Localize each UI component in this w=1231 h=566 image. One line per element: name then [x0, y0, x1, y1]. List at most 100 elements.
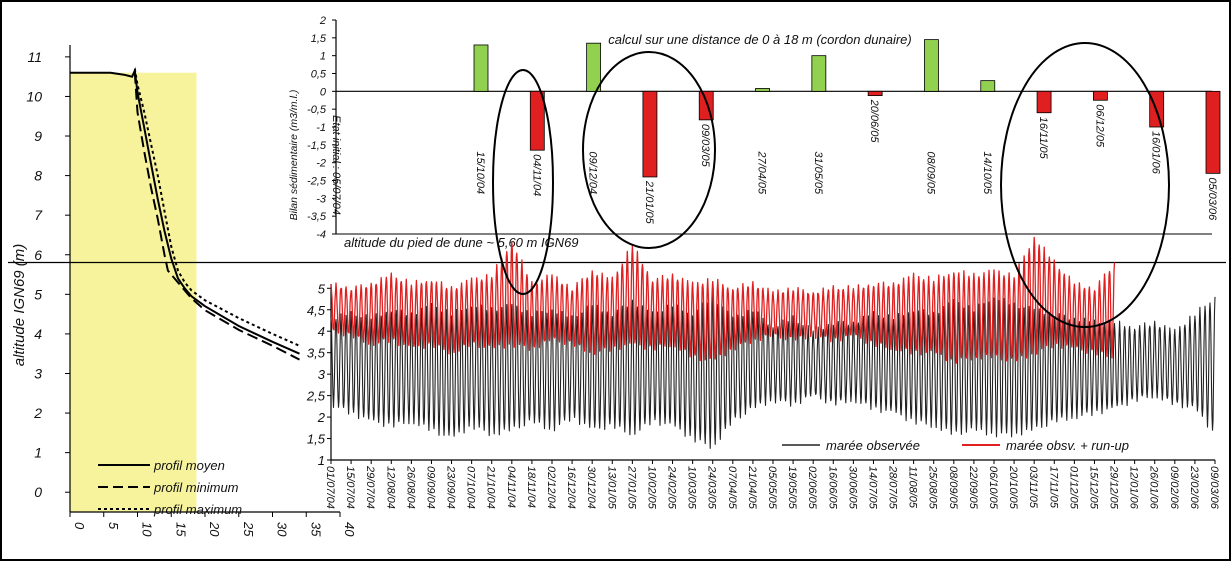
budget-y-label: Bilan sédimentaire (m3/m.l.) [288, 90, 300, 221]
profile-x-tick-label-25: 25 [241, 521, 256, 537]
dune-zone-shading [70, 72, 197, 512]
budget-category-21-01-05: 21/01/05 [643, 180, 655, 225]
budget-y-tick-label--2: -2 [316, 158, 326, 170]
budget-category-05-03-06: 05/03/06 [1206, 177, 1218, 221]
tide-y-tick-label-4-5: 4,5 [307, 303, 326, 318]
tide-x-tick-label-12-01-06: 12/01/06 [1128, 466, 1140, 510]
tide-x-tick-label-07-10-04: 07/10/04 [465, 466, 477, 509]
tide-x-axis: 01/07/04 15/07/04 29/07/04 12/08/04 26/08/04… [324, 460, 1220, 510]
profile-x-tick-label-0: 0 [72, 522, 87, 530]
initial-state-annotation: Etat initial : 05/07/04 [330, 115, 342, 215]
tide-x-tick-label-28-07-05: 28/07/05 [887, 465, 899, 510]
tide-y-tick-label-5: 5 [318, 281, 326, 296]
tide-x-tick-label-09-09-04: 09/09/04 [424, 466, 436, 509]
dune-foot-label: altitude du pied de dune ~ 5,60 m IGN69 [344, 235, 579, 250]
tide-x-tick-label-01-12-05: 01/12/05 [1067, 466, 1079, 510]
profile-x-tick-label-40: 40 [342, 522, 357, 537]
budget-category-06-12-05: 06/12/05 [1093, 104, 1105, 148]
tide-x-tick-label-09-03-06: 09/03/06 [1208, 466, 1220, 510]
tide-x-tick-label-08-09-05: 08/09/05 [947, 466, 959, 510]
tide-x-tick-label-27-01-05: 27/01/05 [625, 465, 637, 510]
tide-line-mar-e-observ-e [330, 294, 1216, 449]
tide-x-tick-label-04-11-04: 04/11/04 [505, 466, 517, 508]
profile-line-profil-maximum [133, 68, 300, 347]
legend-label-minimum: profil minimum [153, 480, 239, 495]
tide-x-tick-label-21-04-05: 21/04/05 [746, 465, 758, 510]
tide-y-axis: 1 1,5 2 2,5 3 3,5 4 4,5 5 [306, 281, 331, 468]
highlight-ellipse-novjan06 [1000, 42, 1170, 328]
tide-x-tick-label-22-09-05: 22/09/05 [967, 465, 979, 510]
budget-category-16-11-05: 16/11/05 [1037, 117, 1049, 160]
tide-line-mar-e-obsv-run-up [330, 236, 1116, 364]
tide-x-tick-label-18-11-04: 18/11/04 [525, 466, 537, 508]
tide-x-tick-label-01-07-04: 01/07/04 [324, 466, 336, 509]
budget-y-tick-label--3-5: -3,5 [307, 211, 327, 223]
budget-bar-05-03-06 [1205, 90, 1221, 174]
tide-x-tick-label-21-10-04: 21/10/04 [485, 465, 497, 509]
tide-x-tick-label-14-07-05: 14/07/05 [866, 466, 878, 510]
tide-x-tick-label-30-12-04: 30/12/04 [585, 466, 597, 509]
tide-x-tick-label-09-02-06: 09/02/06 [1168, 466, 1180, 510]
profile-y-tick-label-7: 7 [34, 207, 43, 223]
tide-x-tick-label-13-01-05: 13/01/05 [605, 466, 617, 510]
tide-x-tick-label-10-03-05: 10/03/05 [686, 466, 698, 510]
tide-y-tick-label-3: 3 [318, 367, 326, 382]
tide-x-tick-label-07-04-05: 07/04/05 [726, 466, 738, 510]
tide-x-tick-label-23-09-04: 23/09/04 [445, 465, 457, 509]
tide-y-tick-label-2: 2 [317, 410, 326, 425]
budget-y-axis: 2 1,5 1 0,5 0 -0,5 -1 -1,5 -2 -2,5 -3 -3,5 -4 [307, 15, 336, 241]
budget-bar-21-01-05 [642, 90, 658, 178]
budget-y-tick-label--0-5: -0,5 [307, 104, 327, 116]
budget-y-tick-label-0-5: 0,5 [311, 69, 327, 81]
legend-label-moyen: profil moyen [153, 458, 225, 473]
tide-y-tick-label-4: 4 [318, 324, 325, 339]
tide-x-tick-label-05-05-05: 05/05/05 [766, 466, 778, 510]
event-highlights [492, 42, 1170, 328]
budget-panel-background [336, 20, 1212, 234]
budget-bar-09-12-04 [586, 42, 602, 92]
budget-y-tick-label--1-5: -1,5 [307, 140, 327, 152]
budget-y-tick-label-1: 1 [320, 51, 326, 63]
budget-bar-06-12-05 [1092, 90, 1108, 101]
tide-x-tick-label-06-10-05: 06/10/05 [987, 466, 999, 510]
profile-y-tick-label-8: 8 [34, 168, 42, 184]
tide-x-tick-label-29-12-05: 29/12/05 [1108, 465, 1120, 510]
profile-y-label: altitude IGN69 (m) [11, 244, 28, 367]
budget-category-15-10-04: 15/10/04 [474, 151, 486, 194]
profile-y-tick-label-10: 10 [26, 88, 42, 104]
budget-bar-20-06-05 [867, 90, 883, 97]
budget-category-31-05-05: 31/05/05 [812, 151, 824, 195]
tide-legend: marée observée marée obsv. + run-up [782, 438, 1129, 453]
tide-x-tick-label-29-07-04: 29/07/04 [364, 465, 376, 509]
profile-legend: profil moyen profil minimum profil maxim… [98, 458, 242, 517]
profile-y-tick-label-6: 6 [34, 247, 42, 263]
profile-y-tick-label-1: 1 [34, 445, 42, 461]
budget-bar-27-04-05 [755, 88, 770, 92]
tide-x-tick-label-23-02-06: 23/02/06 [1188, 465, 1200, 510]
tide-series [330, 236, 1216, 449]
budget-y-tick-label--1: -1 [316, 122, 326, 134]
profile-x-tick-label-5: 5 [106, 522, 121, 530]
budget-bars [473, 39, 1221, 178]
tide-x-tick-label-20-10-05: 20/10/05 [1007, 465, 1019, 510]
tide-x-tick-label-02-06-05: 02/06/05 [806, 466, 818, 510]
budget-bar-04-11-04 [529, 90, 545, 151]
legend-label-maree-observee: marée observée [826, 438, 920, 453]
profile-y-tick-label-9: 9 [34, 128, 42, 144]
tide-x-tick-label-03-11-05: 03/11/05 [1027, 466, 1039, 509]
budget-panel: 2 1,5 1 0,5 0 -0,5 -1 -1,5 -2 -2,5 -3 -3,5 -4 15/10/… [288, 15, 1221, 241]
budget-category-14-10-05: 14/10/05 [981, 151, 993, 195]
profile-y-tick-label-4: 4 [34, 326, 42, 342]
profile-x-axis: 0 5 10 15 20 25 30 35 40 [69, 512, 357, 537]
profile-y-tick-label-0: 0 [34, 484, 42, 500]
profile-x-tick-label-30: 30 [275, 522, 290, 537]
budget-category-16-01-06: 16/01/06 [1150, 131, 1162, 175]
tide-x-tick-label-25-08-05: 25/08/05 [927, 465, 939, 510]
budget-category-09-03-05: 09/03/05 [699, 124, 711, 168]
tide-x-tick-label-11-08-05: 11/08/05 [907, 466, 919, 509]
budget-bar-16-11-05 [1036, 90, 1052, 114]
budget-category-08-09-05: 08/09/05 [924, 151, 936, 195]
